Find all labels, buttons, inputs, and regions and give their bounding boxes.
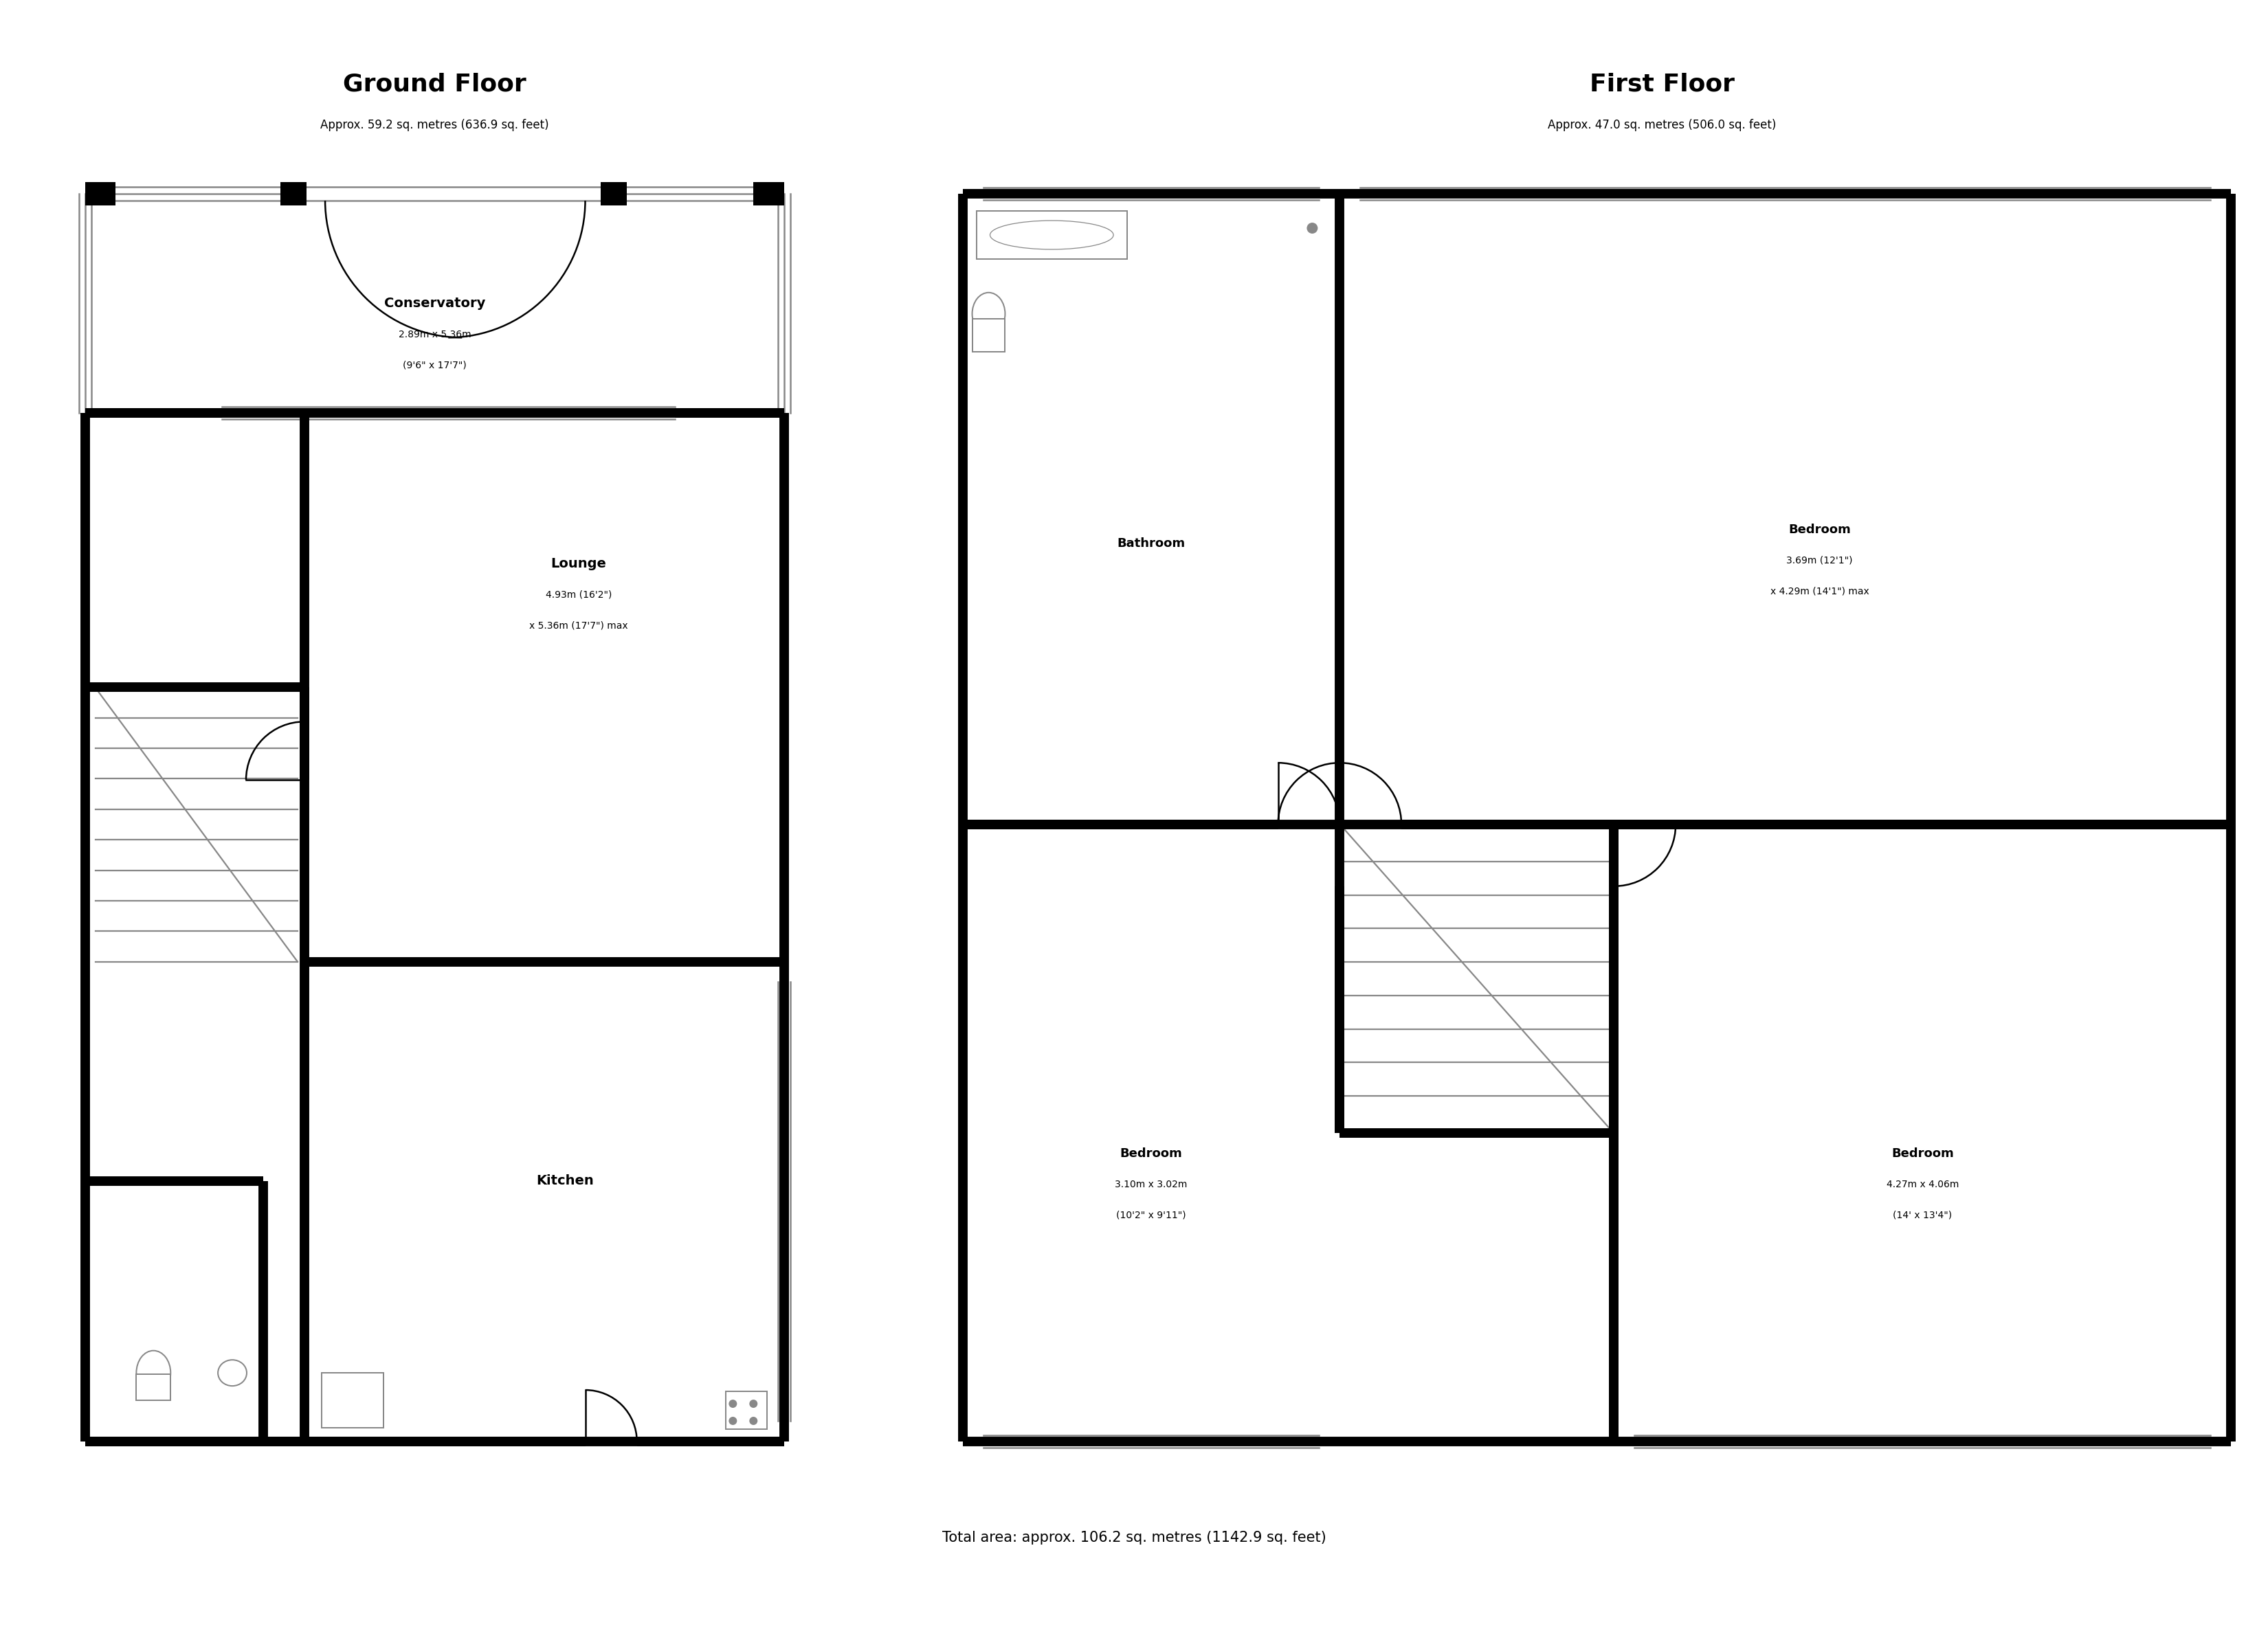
Bar — [753, 181, 785, 206]
Ellipse shape — [991, 221, 1114, 249]
Text: Kitchen: Kitchen — [535, 1174, 594, 1187]
Text: First Floor: First Floor — [1590, 73, 1735, 96]
Text: x 5.36m (17'7") max: x 5.36m (17'7") max — [528, 622, 628, 630]
Bar — [136, 1374, 170, 1400]
Text: Approx. 47.0 sq. metres (506.0 sq. feet): Approx. 47.0 sq. metres (506.0 sq. feet) — [1547, 119, 1776, 132]
Text: x 4.29m (14'1") max: x 4.29m (14'1") max — [1771, 587, 1869, 597]
Text: 3.10m x 3.02m: 3.10m x 3.02m — [1116, 1179, 1188, 1189]
Text: Bedroom: Bedroom — [1789, 523, 1851, 536]
Ellipse shape — [218, 1360, 247, 1385]
Circle shape — [1306, 223, 1318, 234]
Text: 3.69m (12'1"): 3.69m (12'1") — [1787, 556, 1853, 566]
Text: (10'2" x 9'11"): (10'2" x 9'11") — [1116, 1210, 1186, 1220]
Bar — [973, 318, 1005, 351]
Ellipse shape — [136, 1351, 170, 1395]
Bar — [281, 181, 306, 206]
Circle shape — [728, 1400, 737, 1408]
Bar — [726, 1392, 767, 1430]
Circle shape — [748, 1400, 758, 1408]
Text: Bedroom: Bedroom — [1892, 1148, 1953, 1159]
Circle shape — [748, 1416, 758, 1425]
Bar — [322, 1374, 383, 1428]
Text: (14' x 13'4"): (14' x 13'4") — [1894, 1210, 1953, 1220]
Bar — [601, 181, 626, 206]
Text: Approx. 59.2 sq. metres (636.9 sq. feet): Approx. 59.2 sq. metres (636.9 sq. feet) — [320, 119, 549, 132]
Text: Conservatory: Conservatory — [383, 297, 485, 310]
Text: Bathroom: Bathroom — [1118, 538, 1186, 549]
Text: 2.89m x 5.36m: 2.89m x 5.36m — [399, 330, 472, 340]
Ellipse shape — [973, 292, 1005, 335]
Circle shape — [728, 1416, 737, 1425]
Text: Total area: approx. 106.2 sq. metres (1142.9 sq. feet): Total area: approx. 106.2 sq. metres (11… — [941, 1530, 1327, 1543]
Text: Bedroom: Bedroom — [1120, 1148, 1182, 1159]
Text: 4.93m (16'2"): 4.93m (16'2") — [547, 590, 612, 600]
Bar — [84, 181, 116, 206]
Text: Lounge: Lounge — [551, 557, 606, 571]
Text: 4.27m x 4.06m: 4.27m x 4.06m — [1887, 1179, 1960, 1189]
Text: Ground Floor: Ground Floor — [342, 73, 526, 96]
Text: (9'6" x 17'7"): (9'6" x 17'7") — [404, 361, 467, 369]
Bar — [975, 211, 1127, 259]
